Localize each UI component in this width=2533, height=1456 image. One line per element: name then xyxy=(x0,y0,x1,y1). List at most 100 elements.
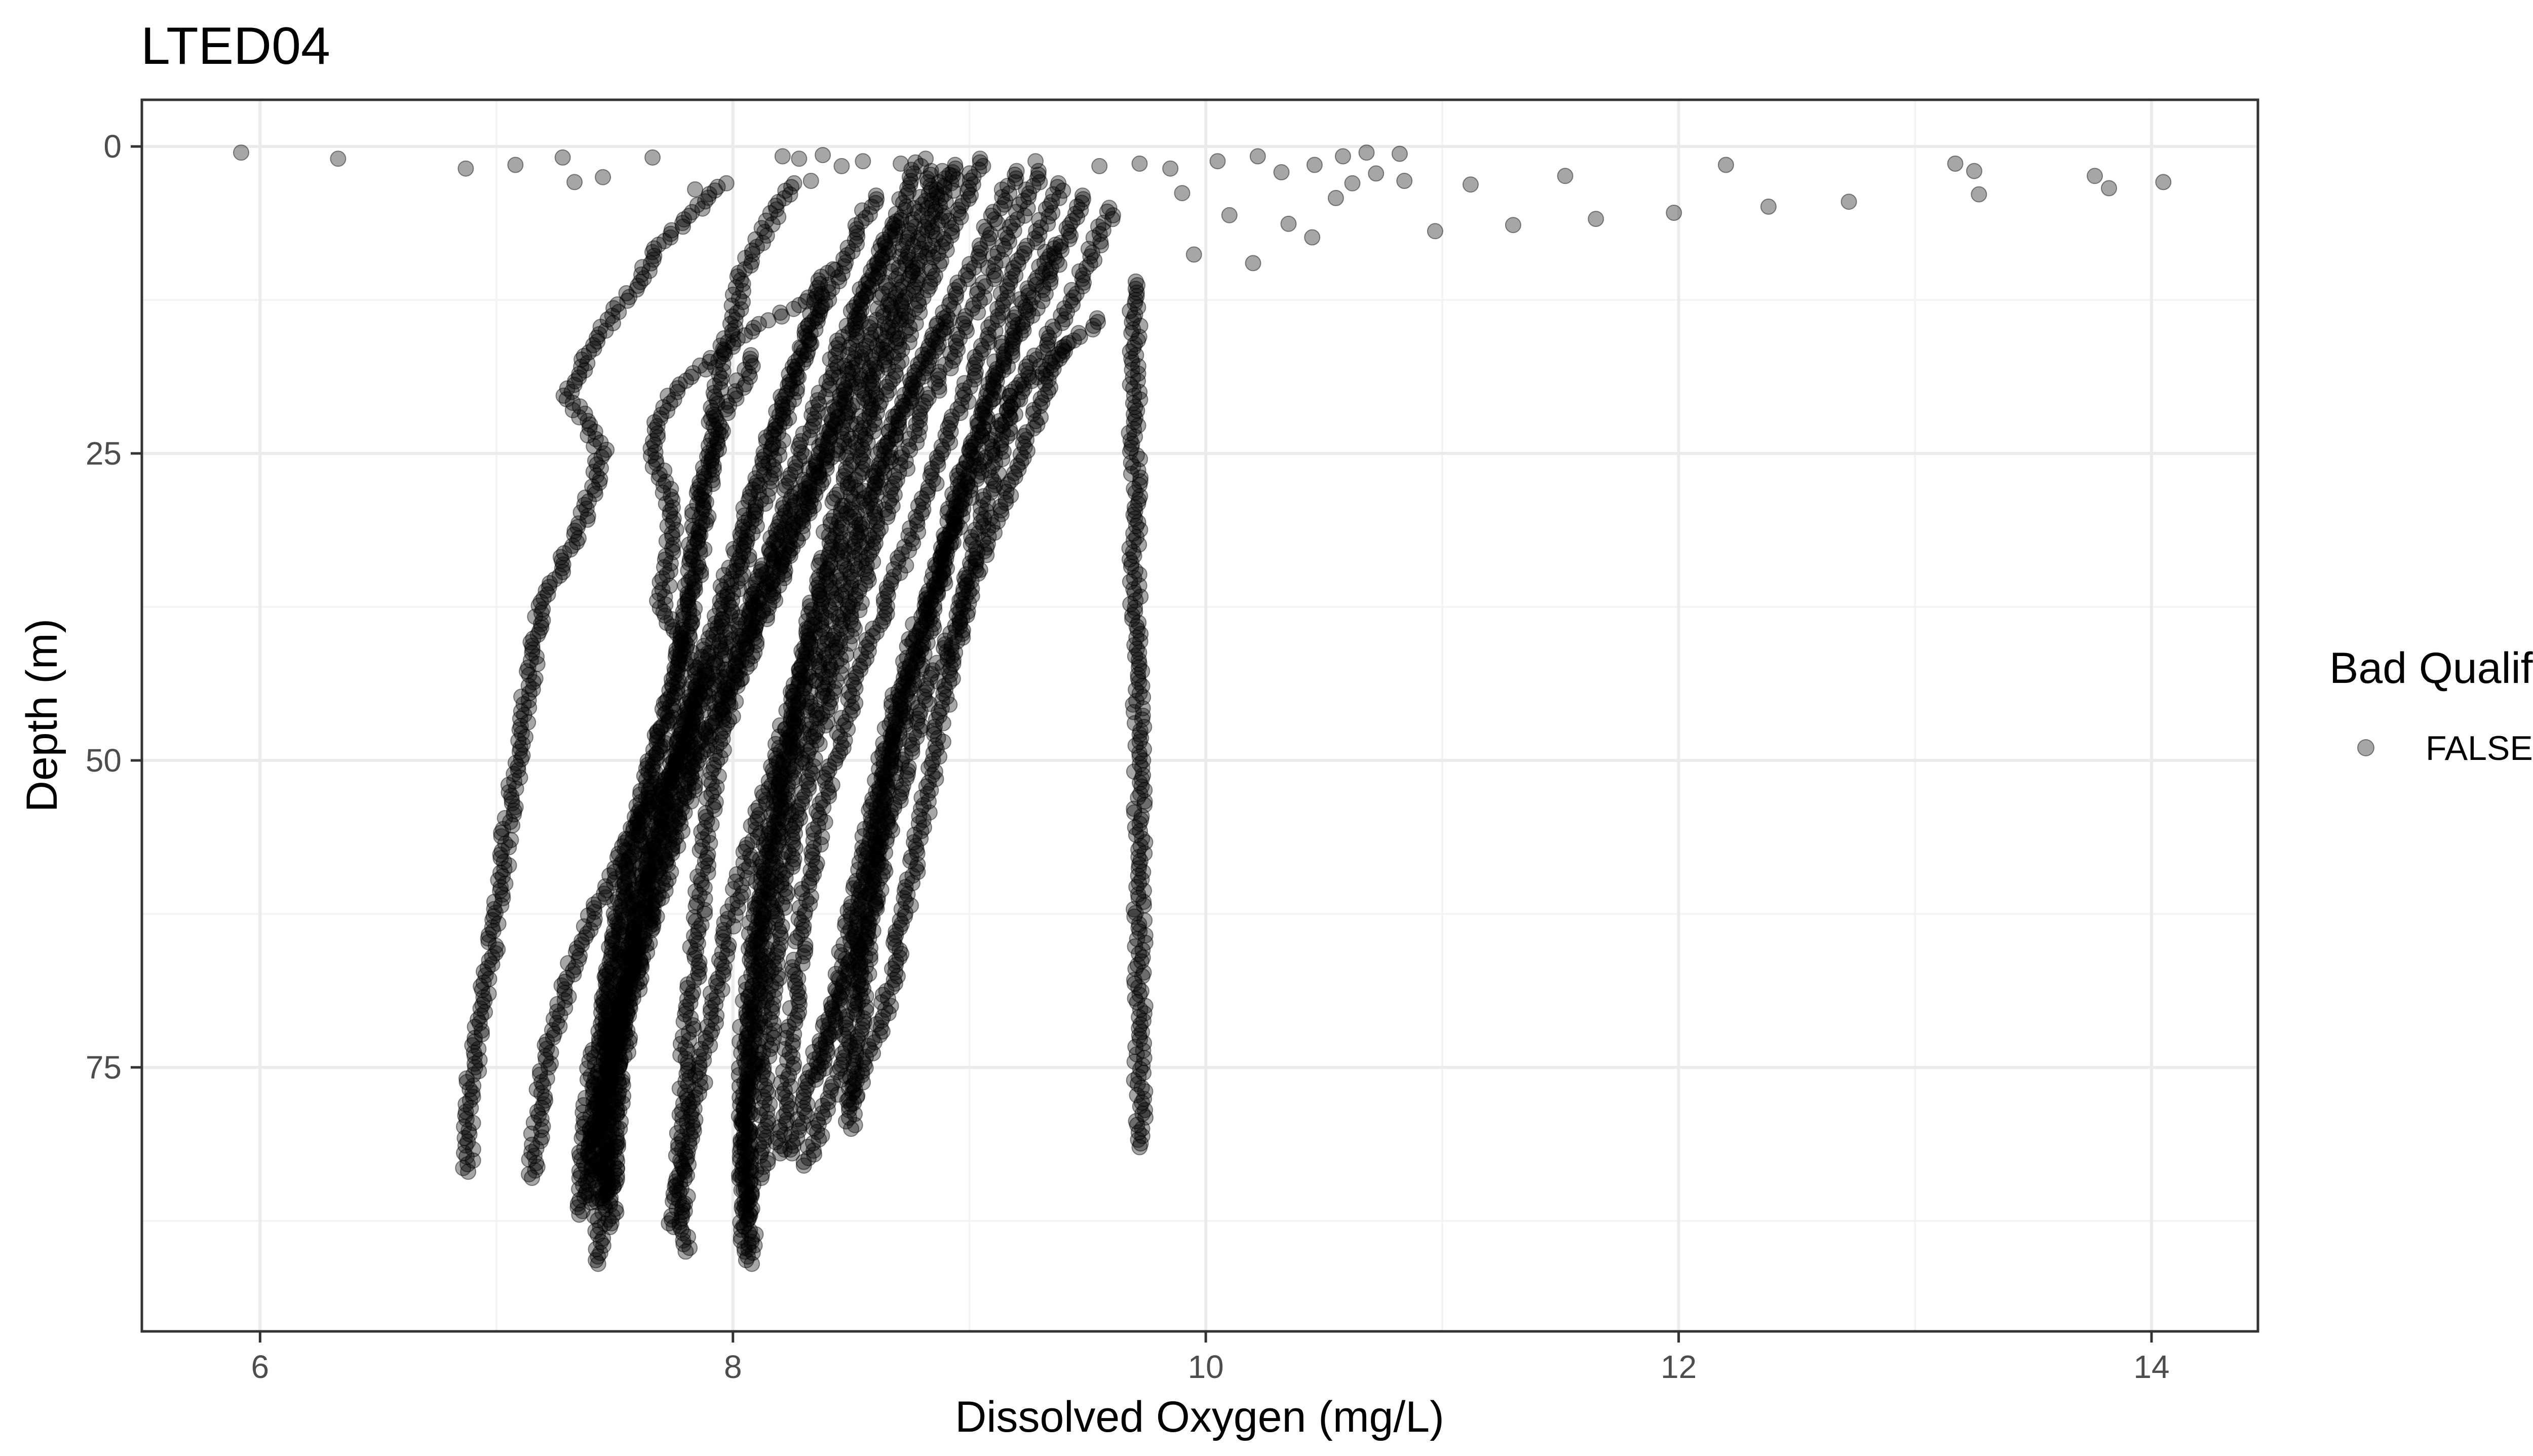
data-point xyxy=(520,692,537,709)
data-point xyxy=(718,175,735,191)
data-point xyxy=(1129,277,1146,293)
data-point xyxy=(481,927,497,943)
data-point xyxy=(533,616,549,632)
data-point xyxy=(535,1096,552,1113)
data-point xyxy=(493,828,510,845)
data-point xyxy=(1125,581,1142,598)
data-point xyxy=(512,718,529,735)
data-point xyxy=(510,733,527,749)
data-point xyxy=(497,835,514,852)
data-point xyxy=(689,197,706,213)
data-point xyxy=(669,748,685,765)
data-point xyxy=(702,350,719,366)
data-point xyxy=(566,376,583,393)
data-point xyxy=(530,1107,547,1124)
data-point xyxy=(679,637,696,654)
data-point xyxy=(717,346,734,363)
data-point xyxy=(618,830,634,847)
data-point xyxy=(513,703,529,719)
chart-title: LTED04 xyxy=(141,17,330,75)
data-point xyxy=(529,1159,546,1175)
data-point xyxy=(1128,618,1145,635)
data-point xyxy=(662,503,678,519)
data-point xyxy=(645,433,661,449)
data-point xyxy=(579,511,596,528)
data-point xyxy=(610,846,627,862)
data-point xyxy=(1126,548,1142,564)
data-point xyxy=(657,551,673,568)
data-point xyxy=(580,508,596,524)
data-point xyxy=(579,926,595,942)
data-point xyxy=(1130,365,1146,382)
data-point xyxy=(513,688,530,705)
data-point xyxy=(465,1089,481,1105)
data-point xyxy=(687,666,704,683)
data-point xyxy=(528,1155,545,1171)
data-point xyxy=(573,351,590,368)
data-point xyxy=(664,525,680,542)
data-point xyxy=(1125,458,1141,475)
data-point xyxy=(1127,715,1143,732)
data-point xyxy=(1131,1139,1148,1156)
data-point xyxy=(512,769,528,786)
data-point xyxy=(537,1048,554,1064)
data-point xyxy=(564,402,581,418)
data-points xyxy=(233,144,2172,1272)
data-point xyxy=(598,441,615,458)
data-point xyxy=(665,537,682,553)
data-point xyxy=(573,358,590,375)
data-point xyxy=(606,874,622,891)
data-point xyxy=(549,996,566,1012)
data-point xyxy=(533,1085,550,1101)
data-point xyxy=(598,882,615,898)
data-point xyxy=(528,1081,545,1098)
data-point xyxy=(556,985,573,1001)
data-point xyxy=(1127,592,1144,609)
data-point xyxy=(1132,318,1148,334)
data-point xyxy=(679,700,696,716)
data-point xyxy=(486,894,503,910)
data-point xyxy=(1127,336,1143,353)
data-point xyxy=(596,886,612,902)
data-point xyxy=(658,473,674,490)
data-point xyxy=(1126,637,1143,654)
data-point xyxy=(683,369,700,385)
data-point xyxy=(568,534,585,550)
data-point xyxy=(843,1121,860,1137)
data-point xyxy=(541,579,557,595)
data-point xyxy=(1132,722,1149,739)
data-point xyxy=(501,857,517,874)
data-point xyxy=(797,293,814,310)
data-point xyxy=(1131,659,1147,676)
data-point xyxy=(662,771,679,787)
data-point xyxy=(585,337,602,354)
data-point xyxy=(536,1089,553,1105)
data-point xyxy=(575,918,592,935)
data-point xyxy=(1124,610,1141,627)
data-point xyxy=(492,850,509,866)
data-point xyxy=(563,384,580,400)
data-point xyxy=(494,890,511,906)
data-point xyxy=(683,644,700,661)
data-point xyxy=(584,478,601,495)
data-point xyxy=(672,629,689,646)
data-point xyxy=(580,907,596,924)
data-point xyxy=(487,904,504,921)
data-point xyxy=(1127,410,1144,427)
data-point xyxy=(1125,339,1142,356)
data-point xyxy=(473,1008,489,1024)
data-point xyxy=(521,699,538,716)
data-point xyxy=(1130,491,1147,508)
data-point xyxy=(1125,532,1142,549)
data-point xyxy=(456,1144,472,1161)
data-point xyxy=(534,612,551,629)
data-point xyxy=(716,342,733,359)
data-point xyxy=(492,846,509,863)
data-point xyxy=(476,963,492,980)
data-point xyxy=(1128,629,1145,646)
data-point xyxy=(813,285,830,302)
data-point xyxy=(1127,510,1143,527)
data-point xyxy=(492,883,509,899)
data-point xyxy=(646,240,663,257)
data-point xyxy=(597,878,613,895)
